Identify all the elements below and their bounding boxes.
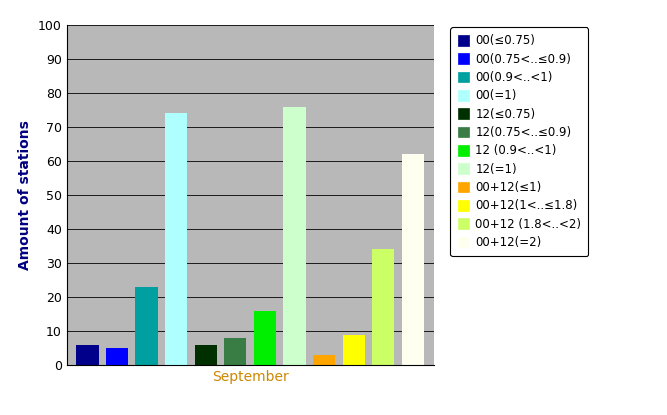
Y-axis label: Amount of stations: Amount of stations bbox=[19, 120, 33, 270]
Bar bbox=[343, 334, 365, 365]
Bar bbox=[195, 345, 217, 365]
Bar bbox=[106, 348, 128, 365]
Bar bbox=[283, 107, 305, 365]
Bar bbox=[372, 249, 394, 365]
Bar bbox=[76, 345, 99, 365]
Bar bbox=[313, 355, 336, 365]
Bar bbox=[135, 287, 157, 365]
Bar bbox=[402, 154, 424, 365]
Legend: 00(≤0.75), 00(0.75<..≤0.9), 00(0.9<..<1), 00(=1), 12(≤0.75), 12(0.75<..≤0.9), 12: 00(≤0.75), 00(0.75<..≤0.9), 00(0.9<..<1)… bbox=[450, 27, 588, 256]
Bar bbox=[165, 113, 187, 365]
Bar bbox=[254, 311, 276, 365]
Bar bbox=[224, 338, 246, 365]
